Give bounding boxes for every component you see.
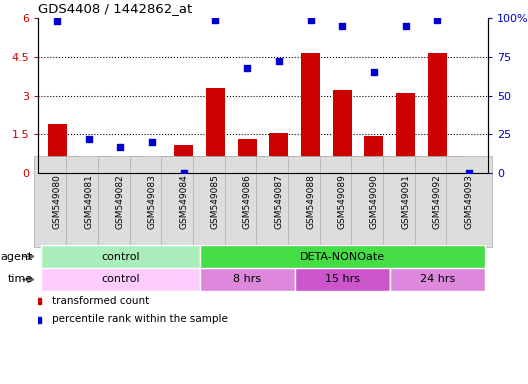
Bar: [79, 163, 98, 173]
Text: percentile rank within the sample: percentile rank within the sample: [52, 314, 228, 324]
Text: transformed count: transformed count: [52, 296, 149, 306]
Point: [211, 17, 220, 23]
Point: [148, 139, 156, 145]
Text: GSM549082: GSM549082: [116, 175, 125, 229]
Bar: [301, 53, 320, 173]
Text: control: control: [101, 275, 140, 285]
Bar: [364, 136, 383, 173]
Text: GSM549090: GSM549090: [370, 175, 379, 229]
Bar: [48, 124, 67, 173]
Bar: [390, 268, 485, 291]
Point: [401, 23, 410, 29]
Text: GDS4408 / 1442862_at: GDS4408 / 1442862_at: [38, 2, 192, 15]
Point: [84, 136, 93, 142]
Text: control: control: [101, 252, 140, 262]
Text: GSM549085: GSM549085: [211, 175, 220, 229]
Text: GSM549087: GSM549087: [275, 175, 284, 229]
Text: GSM549091: GSM549091: [401, 175, 410, 229]
Text: GSM549092: GSM549092: [433, 175, 442, 229]
Bar: [111, 159, 130, 173]
Text: 24 hrs: 24 hrs: [420, 275, 455, 285]
Point: [465, 170, 473, 176]
Point: [370, 69, 378, 75]
Bar: [143, 164, 162, 173]
Text: GSM549089: GSM549089: [338, 175, 347, 229]
Bar: [269, 133, 288, 173]
Bar: [174, 145, 193, 173]
Bar: [238, 139, 257, 173]
Text: 15 hrs: 15 hrs: [325, 275, 360, 285]
Point: [180, 170, 188, 176]
Bar: [295, 268, 390, 291]
Text: GSM549088: GSM549088: [306, 175, 315, 229]
Bar: [41, 268, 200, 291]
Text: GSM549083: GSM549083: [148, 175, 157, 229]
Point: [53, 18, 61, 24]
Point: [275, 58, 283, 65]
Point: [116, 144, 125, 150]
Point: [433, 17, 441, 23]
Bar: [200, 245, 485, 268]
Text: GSM549081: GSM549081: [84, 175, 93, 229]
Point: [243, 65, 251, 71]
Bar: [41, 245, 200, 268]
Bar: [333, 90, 352, 173]
Text: GSM549084: GSM549084: [180, 175, 188, 229]
Bar: [428, 53, 447, 173]
Bar: [200, 268, 295, 291]
Point: [338, 23, 346, 29]
Text: GSM549086: GSM549086: [243, 175, 252, 229]
Bar: [459, 164, 478, 173]
Text: GSM549080: GSM549080: [52, 175, 62, 229]
Bar: [396, 93, 415, 173]
Text: DETA-NONOate: DETA-NONOate: [300, 252, 385, 262]
Text: agent: agent: [1, 252, 33, 262]
Point: [306, 17, 315, 23]
Bar: [206, 88, 225, 173]
Text: GSM549093: GSM549093: [465, 175, 474, 229]
Text: time: time: [7, 275, 33, 285]
Text: 8 hrs: 8 hrs: [233, 275, 261, 285]
